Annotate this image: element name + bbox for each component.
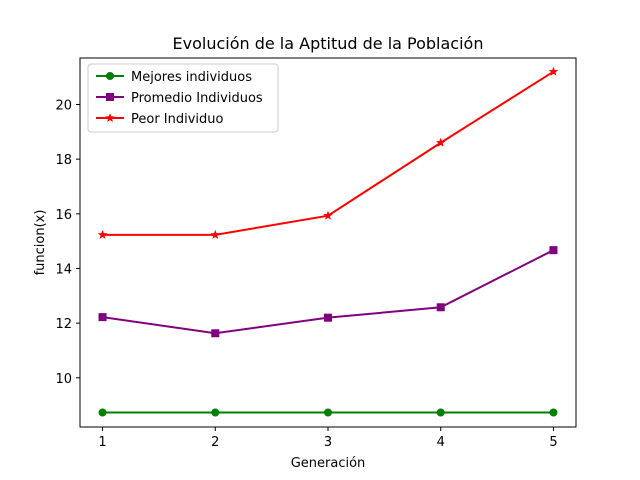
data-point-series-1	[211, 408, 220, 417]
y-tick-label: 12	[55, 317, 72, 332]
y-tick-label: 14	[55, 262, 72, 277]
data-point-series-3	[97, 229, 108, 239]
x-tick-label: 1	[98, 435, 106, 450]
legend-label-1: Mejores individuos	[131, 70, 252, 85]
x-tick-label: 2	[211, 435, 219, 450]
data-point-series-2	[211, 329, 220, 338]
data-point-series-3	[323, 210, 333, 220]
y-tick-label: 20	[55, 98, 72, 113]
data-point-series-1	[549, 408, 558, 417]
x-tick-label: 3	[324, 435, 332, 450]
legend-marker-2	[106, 93, 114, 101]
data-point-series-2	[436, 303, 445, 312]
chart-title: Evolución de la Aptitud de la Población	[173, 34, 484, 53]
y-tick-label: 16	[55, 208, 72, 223]
data-point-series-3	[435, 137, 446, 147]
legend-label-3: Peor Individuo	[131, 112, 224, 127]
data-point-series-2	[98, 313, 107, 322]
data-point-series-1	[98, 408, 107, 417]
legend-marker-3	[105, 113, 115, 123]
x-axis-label: Generación	[291, 456, 366, 471]
x-tick-label: 4	[437, 435, 445, 450]
data-point-series-1	[436, 408, 445, 417]
y-axis-label: funcion(x)	[33, 210, 48, 276]
data-point-series-2	[549, 246, 558, 255]
plot-area	[97, 66, 559, 417]
x-tick-label: 5	[549, 435, 557, 450]
data-point-series-3	[210, 229, 221, 239]
legend-marker-1	[106, 72, 114, 80]
data-point-series-3	[548, 66, 559, 76]
legend: Mejores individuos Promedio Individuos Peo…	[87, 63, 279, 133]
legend-box	[87, 63, 279, 133]
data-point-series-2	[324, 313, 332, 322]
legend-label-2: Promedio Individuos	[131, 91, 263, 106]
y-tick-label: 18	[55, 153, 72, 168]
data-point-series-1	[324, 408, 332, 417]
y-tick-label: 10	[55, 372, 72, 387]
